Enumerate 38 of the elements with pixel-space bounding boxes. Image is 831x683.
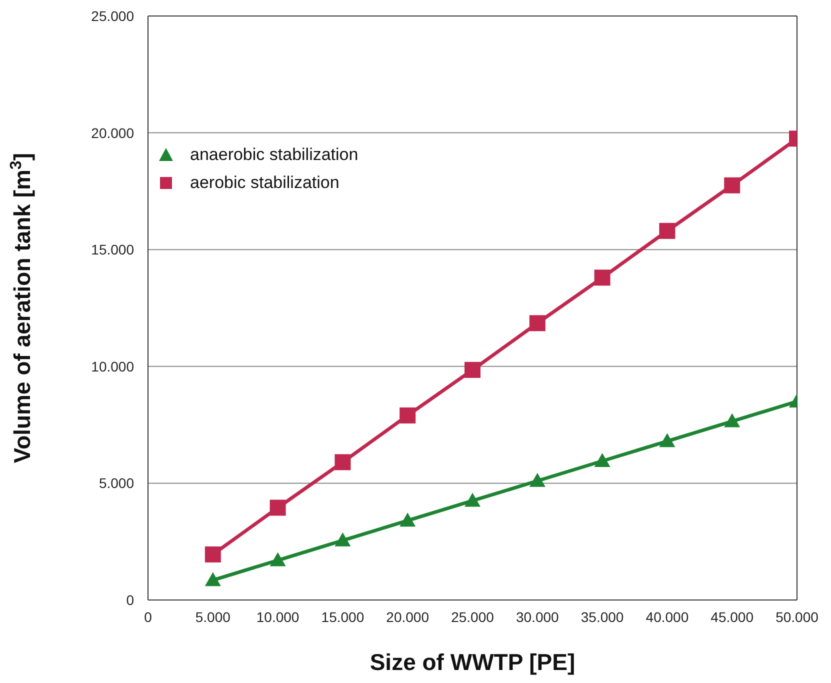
point xyxy=(464,492,480,507)
x-tick-label: 50.000 xyxy=(776,609,819,625)
point xyxy=(529,315,546,332)
point xyxy=(270,500,286,516)
x-tick-label: 30.000 xyxy=(516,609,560,625)
y-tick-label: 15.000 xyxy=(91,242,134,258)
point xyxy=(400,407,416,424)
point xyxy=(334,454,351,470)
y-tick-label: 20.000 xyxy=(91,124,134,141)
point xyxy=(724,413,740,428)
x-tick-label: 0 xyxy=(144,609,152,625)
y-tick-label: 0 xyxy=(126,592,134,608)
x-tick-label: 15.000 xyxy=(321,609,364,625)
point xyxy=(400,512,416,527)
point xyxy=(594,270,610,286)
y-tick-label: 5.000 xyxy=(98,475,134,492)
x-axis-title: Size of WWTP [PE] xyxy=(370,649,576,675)
x-tick-label: 10.000 xyxy=(256,609,300,625)
x-tick-label: 35.000 xyxy=(580,609,624,625)
point xyxy=(334,532,351,546)
x-tick-label: 5.000 xyxy=(195,609,231,625)
point xyxy=(724,177,740,194)
point xyxy=(529,472,546,487)
y-tick-label: 10.000 xyxy=(91,358,134,374)
legend-label: aerobic stabilization xyxy=(190,173,340,193)
x-tick-label: 45.000 xyxy=(710,609,754,625)
point xyxy=(270,552,286,566)
point xyxy=(204,546,221,562)
x-tick-label: 40.000 xyxy=(646,609,689,625)
point xyxy=(659,222,676,239)
x-tick-label: 25.000 xyxy=(451,609,494,625)
point xyxy=(204,572,221,586)
y-tick-label: 25.000 xyxy=(91,8,134,24)
point xyxy=(659,433,676,448)
point xyxy=(464,362,480,378)
x-tick-label: 20.000 xyxy=(386,609,430,625)
point xyxy=(594,453,610,468)
legend-label: anaerobic stabilization xyxy=(190,145,358,165)
